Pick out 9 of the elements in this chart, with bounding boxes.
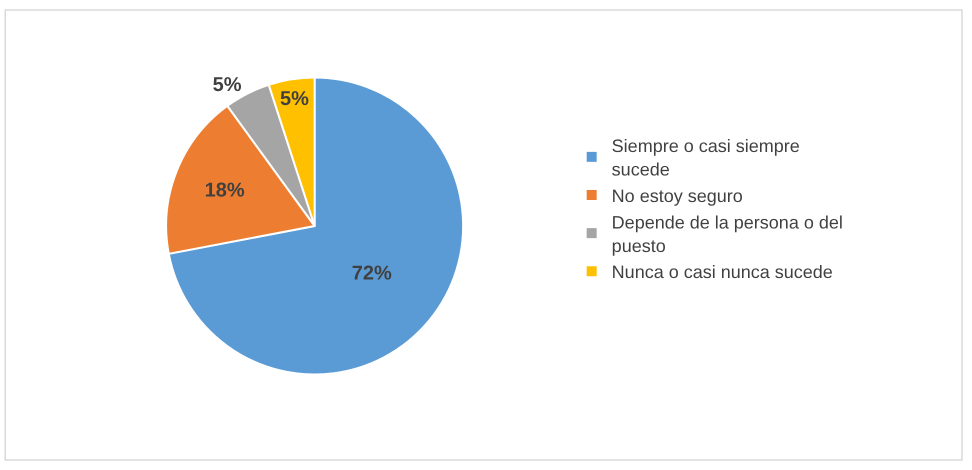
data-label: 18%	[204, 179, 245, 202]
legend-label: Nunca o casi nunca sucede	[612, 262, 833, 282]
data-label: 5%	[280, 88, 310, 110]
legend-label: No estoy seguro	[612, 186, 743, 206]
pie-slice	[168, 76, 464, 376]
legend-label: Siempre o casi siempre sucede	[612, 136, 800, 180]
data-label: 72%	[352, 262, 392, 284]
data-label: 5%	[212, 74, 242, 96]
legend-label: Depende de la persona o del puesto	[612, 212, 843, 256]
